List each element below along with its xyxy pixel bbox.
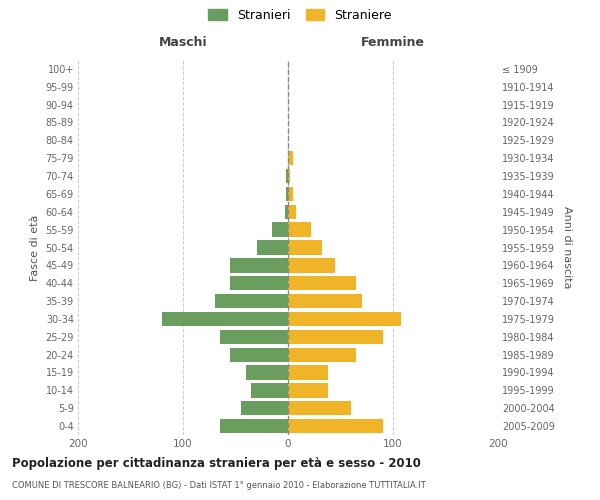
Text: COMUNE DI TRESCORE BALNEARIO (BG) - Dati ISTAT 1° gennaio 2010 - Elaborazione TU: COMUNE DI TRESCORE BALNEARIO (BG) - Dati… <box>12 481 426 490</box>
Bar <box>288 276 356 290</box>
Bar <box>230 348 288 362</box>
Bar <box>251 383 288 398</box>
Bar <box>288 366 328 380</box>
Y-axis label: Anni di nascita: Anni di nascita <box>562 206 572 289</box>
Bar <box>288 330 383 344</box>
Bar <box>288 383 328 398</box>
Bar <box>288 419 383 433</box>
Bar <box>220 419 288 433</box>
Bar <box>288 240 322 254</box>
Bar <box>288 187 293 201</box>
Text: Maschi: Maschi <box>158 36 208 50</box>
Bar <box>288 348 356 362</box>
Bar <box>288 151 293 166</box>
Bar <box>288 294 361 308</box>
Bar <box>288 204 296 219</box>
Y-axis label: Fasce di età: Fasce di età <box>30 214 40 280</box>
Legend: Stranieri, Straniere: Stranieri, Straniere <box>208 8 392 22</box>
Bar <box>230 276 288 290</box>
Bar <box>288 169 290 183</box>
Bar <box>285 204 288 219</box>
Text: Femmine: Femmine <box>361 36 425 50</box>
Bar <box>286 169 288 183</box>
Bar <box>241 401 288 415</box>
Bar <box>215 294 288 308</box>
Bar <box>286 187 288 201</box>
Bar <box>288 258 335 272</box>
Bar <box>162 312 288 326</box>
Bar <box>246 366 288 380</box>
Bar <box>288 401 351 415</box>
Bar <box>272 222 288 237</box>
Bar <box>220 330 288 344</box>
Text: Popolazione per cittadinanza straniera per età e sesso - 2010: Popolazione per cittadinanza straniera p… <box>12 458 421 470</box>
Bar <box>230 258 288 272</box>
Bar <box>288 312 401 326</box>
Bar <box>257 240 288 254</box>
Bar <box>288 222 311 237</box>
